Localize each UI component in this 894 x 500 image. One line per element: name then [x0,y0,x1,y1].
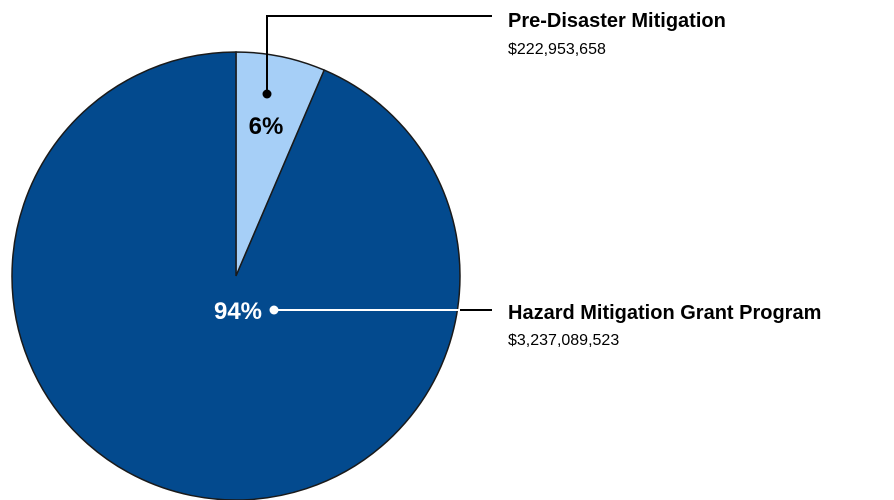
slice-label-hmgp: Hazard Mitigation Grant Program [508,302,821,324]
pie-slice-hmgp [11,51,461,500]
slice-label-pre-disaster: Pre-Disaster Mitigation [508,10,726,32]
slice-amount-pre-disaster: $222,953,658 [508,41,606,58]
slice-percent-pre-disaster: 6% [249,113,284,140]
leader-pre-disaster [262,15,492,99]
slice-amount-hmgp: $3,237,089,523 [508,332,619,349]
pie-slices [11,51,461,500]
leader-hmgp [269,305,492,315]
slice-percent-hmgp: 94% [214,298,262,325]
